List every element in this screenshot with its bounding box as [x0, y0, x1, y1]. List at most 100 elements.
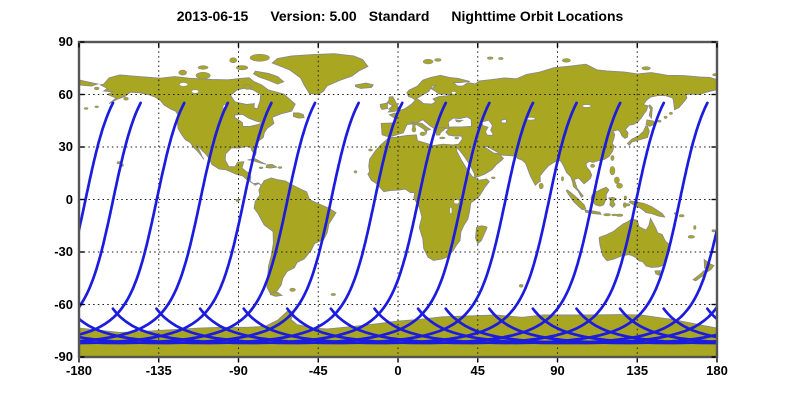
orbit-track	[705, 307, 717, 321]
y-tick-label: -90	[54, 349, 73, 364]
small-lakes	[178, 82, 592, 215]
island-dot	[419, 131, 426, 136]
orbit-track	[79, 101, 186, 337]
hokkaido-japan	[645, 119, 657, 127]
south-america	[253, 177, 337, 295]
island-dot	[451, 91, 457, 95]
island-dot	[669, 112, 673, 115]
x-tick-label: 45	[470, 363, 485, 378]
island-dot	[603, 213, 611, 217]
island-dot	[289, 287, 296, 292]
orbit-track	[662, 307, 717, 339]
island-dot	[94, 86, 100, 91]
orbit-track	[751, 103, 800, 343]
chukotka-wrap	[79, 79, 100, 87]
island-dot	[616, 183, 623, 189]
island-dot	[454, 136, 459, 140]
plot-area: -180 -135 -90 -45 0 45 90 135 180 90 60 30 0 -30 -60 -9…	[54, 34, 728, 378]
island-dot	[614, 176, 620, 184]
island-dot	[610, 155, 615, 161]
crimea	[454, 119, 465, 123]
y-tick-label: 30	[58, 139, 73, 154]
great-lakes	[233, 113, 265, 127]
orbit-track	[0, 103, 26, 343]
orbit-track	[79, 101, 115, 236]
orbit-track	[79, 101, 230, 343]
baffin-island	[252, 70, 285, 85]
small-islands	[83, 54, 717, 296]
island-dot	[711, 229, 716, 233]
x-tick-label: -90	[229, 363, 248, 378]
cuba	[247, 158, 267, 165]
island-dot	[258, 166, 264, 170]
y-tick-label: -30	[54, 244, 73, 259]
aral-sea	[500, 118, 508, 124]
x-tick-label: 180	[706, 363, 728, 378]
ireland	[379, 102, 388, 110]
map-layers	[0, 42, 800, 357]
sumatra	[565, 189, 587, 211]
island-dot	[123, 96, 129, 101]
java	[584, 209, 602, 215]
island-dot	[615, 213, 624, 217]
greenland	[271, 53, 369, 95]
caspian-sea	[481, 119, 494, 136]
island-dot	[412, 123, 416, 128]
x-tick-label: -180	[65, 363, 93, 378]
eurasia-africa	[367, 63, 717, 261]
x-tick-label: -45	[308, 363, 328, 378]
madagascar	[475, 225, 488, 245]
island-dot	[236, 65, 249, 71]
figure-title: 2013-06-15 Version: 5.00 Standard Nightt…	[0, 8, 800, 24]
newfoundland	[292, 112, 305, 119]
island-dot	[197, 65, 209, 70]
sakhalin	[648, 104, 653, 120]
honshu-japan	[626, 125, 650, 146]
x-tick-label: 135	[626, 363, 649, 378]
axis-ticks	[78, 41, 718, 363]
island-dot	[678, 214, 685, 218]
island-dot	[663, 115, 668, 119]
island-dot	[582, 104, 592, 108]
world-map-svg	[77, 40, 719, 363]
island-dot	[235, 198, 240, 202]
title-version: Version: 5.00	[270, 8, 357, 24]
y-tick-label: 60	[58, 86, 73, 102]
island-dot	[657, 119, 662, 123]
australia	[598, 217, 671, 268]
tierra-del-fuego	[269, 291, 284, 297]
island-dot	[434, 58, 442, 62]
island-dot	[561, 58, 571, 63]
x-tick-label: 90	[550, 363, 565, 378]
island-dot	[693, 225, 697, 230]
island-dot	[83, 107, 89, 110]
iceland	[355, 82, 374, 89]
island-dot	[353, 170, 358, 174]
island-dot	[178, 82, 189, 87]
island-dot	[590, 164, 595, 168]
tasmania	[654, 270, 661, 276]
y-tick-label: 90	[58, 34, 73, 49]
island-dot	[611, 213, 618, 217]
island-dot	[624, 203, 631, 207]
island-dot	[195, 71, 211, 80]
title-date: 2013-06-15	[176, 8, 249, 24]
gridlines	[79, 42, 717, 357]
orbit-track	[795, 103, 800, 343]
island-dot	[229, 57, 237, 64]
y-tick-label: -60	[54, 296, 73, 312]
island-dot	[519, 284, 524, 288]
island-dot	[449, 206, 453, 215]
red-sea	[455, 145, 476, 178]
island-dot	[178, 69, 187, 76]
island-dot	[278, 166, 283, 169]
island-dot	[368, 148, 373, 152]
island-dot	[538, 182, 544, 190]
y-tick-label: 0	[65, 191, 73, 207]
plot-frame	[77, 40, 719, 359]
x-tick-label: 0	[394, 363, 402, 378]
hispaniola	[265, 164, 278, 169]
island-dot	[498, 57, 504, 60]
island-dot	[641, 66, 651, 71]
